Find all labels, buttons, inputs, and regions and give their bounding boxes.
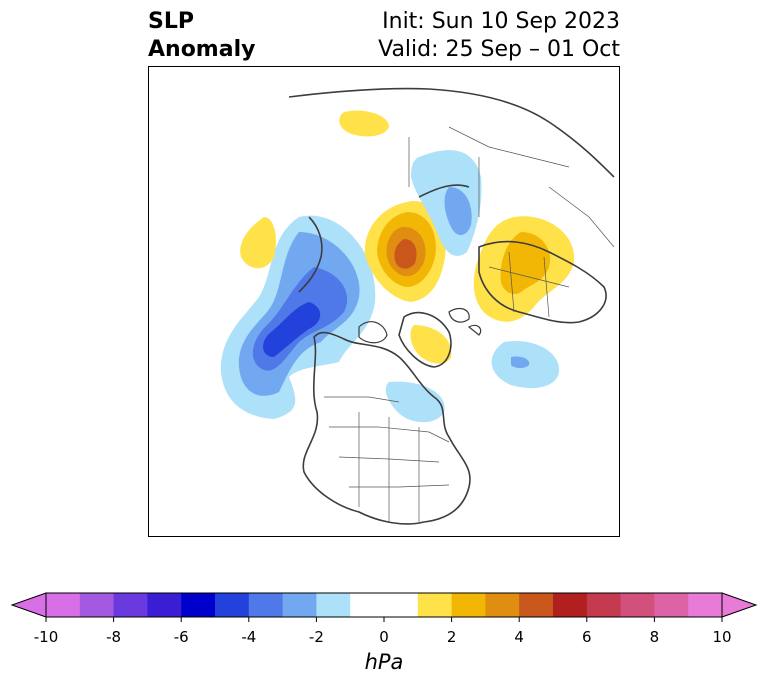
colorbar-tick-label: -10 (33, 628, 59, 646)
colorbar-bin (147, 593, 182, 617)
colorbar-bin (79, 593, 115, 617)
colorbar-tick-label: -2 (308, 628, 324, 646)
anomaly-north-patch (339, 110, 389, 137)
anomaly-atlantic-low (385, 381, 445, 423)
colorbar-bin (586, 593, 622, 617)
colorbar-bin (688, 593, 723, 617)
valid-range: Valid: 25 Sep – 01 Oct (378, 37, 620, 62)
colorbar-bin (181, 593, 216, 617)
title-type: Anomaly (148, 37, 256, 62)
colorbar-ticks (45, 617, 723, 622)
colorbar-over-extension (721, 592, 758, 618)
colorbar-tick-label: 6 (582, 628, 592, 646)
colorbar-bin (248, 593, 284, 617)
borders (324, 126, 615, 522)
colorbar-unit: hPa (364, 650, 404, 674)
colorbar-tick-label: 2 (446, 628, 457, 646)
colorbar-tick-label: -4 (241, 628, 257, 646)
anomaly-north-pacific-low (220, 215, 376, 419)
colorbar-bin (113, 593, 148, 617)
colorbar (10, 592, 758, 622)
colorbar-bin (620, 593, 655, 617)
title-left: SLP Anomaly (148, 8, 255, 64)
anomaly-pacific-high (240, 217, 276, 269)
anomaly-europe-high (473, 216, 575, 322)
colorbar-tick-label: -6 (173, 628, 189, 646)
colorbar-bin (451, 593, 486, 617)
init-date: Init: Sun 10 Sep 2023 (382, 9, 620, 34)
colorbar-tick-label: 10 (712, 628, 732, 646)
title-right: Init: Sun 10 Sep 2023 Valid: 25 Sep – 01… (378, 8, 620, 64)
colorbar-bin (654, 593, 689, 617)
colorbar-bin (553, 593, 588, 617)
colorbar-tick-label: 4 (514, 628, 524, 646)
colorbar-bin (417, 593, 453, 617)
anomaly-siberia-high (364, 201, 446, 302)
colorbar-bin (350, 593, 419, 617)
arctic-islands (358, 307, 482, 344)
colorbar-bin (519, 593, 554, 617)
map-panel (148, 66, 620, 537)
coastlines (288, 87, 615, 525)
anomaly-north-atlantic-low (491, 341, 560, 389)
colorbar-bin (316, 593, 351, 617)
colorbar-tick-label: 0 (379, 628, 389, 646)
map-svg (220, 87, 615, 525)
colorbar-tick-label: 8 (649, 628, 660, 646)
colorbar-bins (46, 593, 723, 617)
colorbar-under-extension (10, 592, 47, 618)
colorbar-tick-label: -8 (106, 628, 122, 646)
title-variable: SLP (148, 9, 194, 34)
colorbar-bin (215, 593, 250, 617)
colorbar-bin (485, 593, 520, 617)
colorbar-bin (46, 593, 81, 617)
anomaly-greenland-high (410, 325, 452, 364)
colorbar-bin (282, 593, 317, 617)
anomaly-east-siberia-low (411, 150, 482, 256)
